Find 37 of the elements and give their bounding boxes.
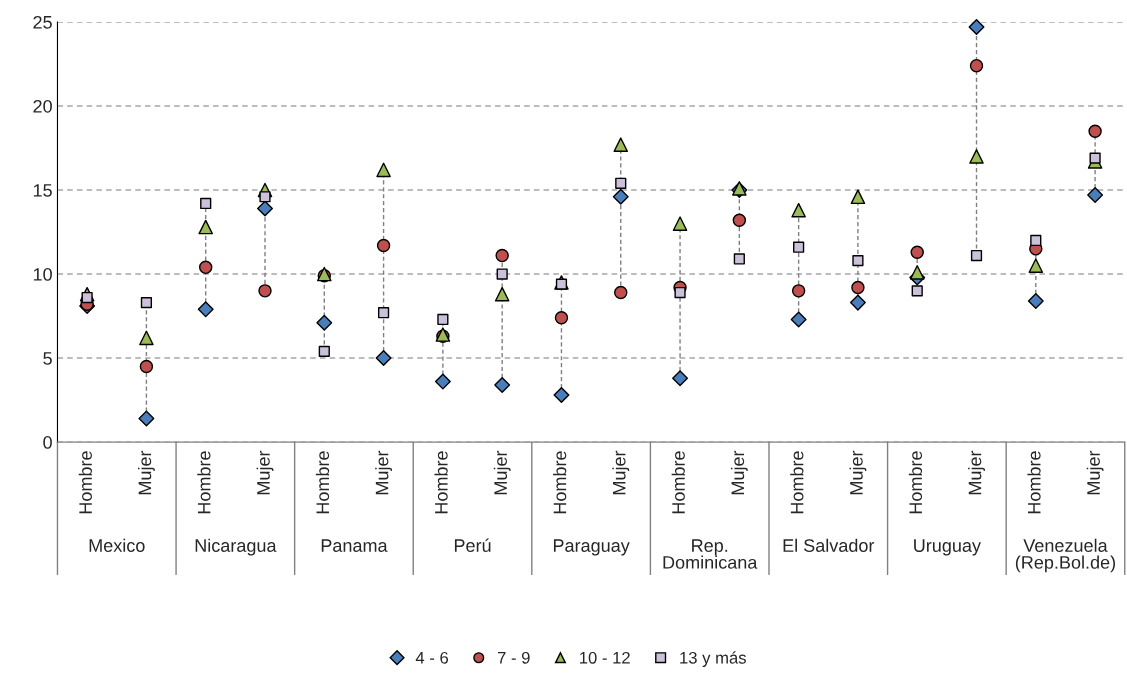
y-tick-label: 25 [33,15,52,29]
x-tick-label: Mujer [730,450,748,495]
y-tick-label: 15 [33,184,52,197]
x-tick-label: Hombre [1027,451,1041,514]
text: Venezuela (Rep.Bol.de) [1015,538,1116,573]
x-tick-label: Hombre [315,451,330,514]
legend-label: 10 - 12 [580,651,630,664]
x-tick-label: Hombre [553,451,567,514]
x-tick-label: Hombre [434,451,448,514]
y-tick-label: 20 [33,99,52,113]
x-tick-label: Mujer [849,450,867,495]
legend-label: 4 - 6 [415,651,449,664]
text: Perú [454,538,491,552]
y-tick-label: 10 [33,267,52,281]
text: Uruguay [914,539,981,556]
y-tick-label: 0 [43,436,52,449]
text: Mexico [89,538,145,552]
x-tick-label: Mujer [138,450,155,495]
x-tick-label: Hombre [908,451,923,514]
text: Paraguay [553,539,630,556]
x-tick-label: Hombre [197,451,211,514]
x-tick-label: Mujer [1086,450,1104,495]
legend-label: 13 y más [680,651,746,667]
y-tick-label: 5 [43,352,52,365]
x-tick-label: Mujer [256,450,274,495]
x-tick-label: Mujer [968,450,985,495]
x-tick-label: Mujer [375,450,392,495]
text: Panama [321,539,388,552]
x-tick-label: Mujer [612,450,630,495]
x-tick-label: Mujer [493,450,511,495]
text: Nicaragua [195,538,277,556]
x-tick-label: Hombre [78,451,92,514]
x-tick-label: Hombre [671,451,685,514]
text: Rep. Dominicana [663,539,758,569]
x-tick-label: Hombre [790,451,804,514]
legend-label: 7 - 9 [497,651,530,664]
text: El Salvador [783,538,875,552]
